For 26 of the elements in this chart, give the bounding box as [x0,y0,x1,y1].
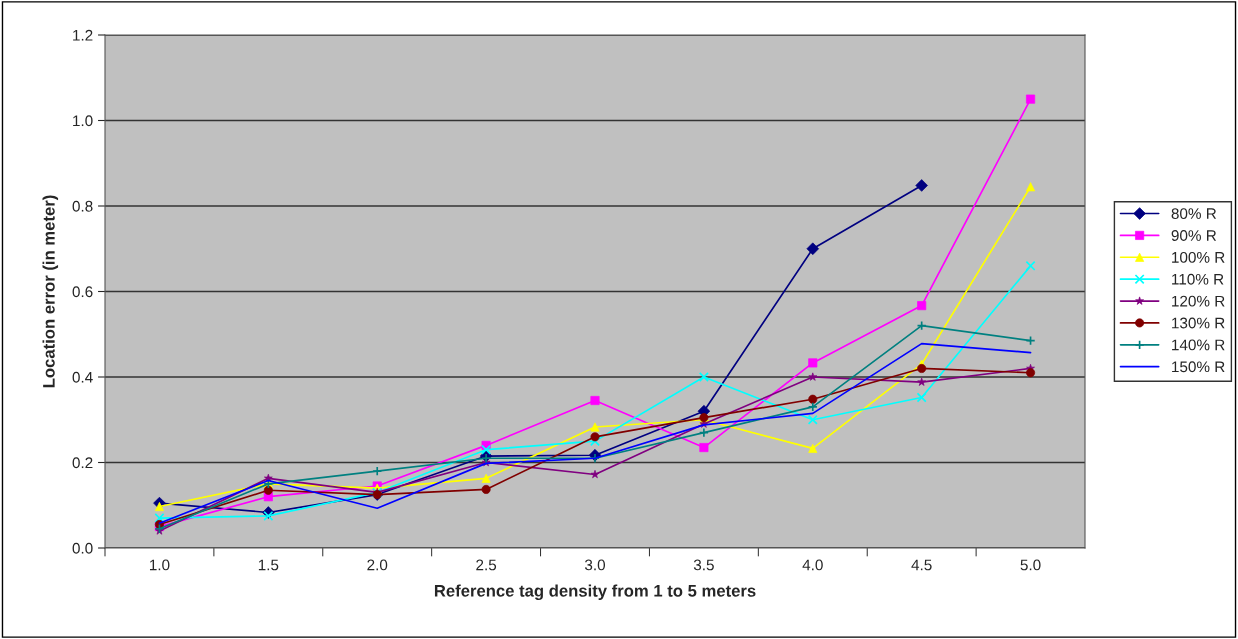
y-tick-label: 0.6 [72,286,93,298]
legend-label: 100% R [1172,251,1225,263]
x-tick-label: 2.0 [367,559,388,571]
y-tick-label: 1.2 [73,29,93,41]
y-tick-label: 1.0 [73,115,93,127]
x-tick-label: 3.5 [693,559,714,571]
x-tick-label: 1.5 [258,559,279,571]
legend-label: 90% R [1171,230,1217,241]
y-tick-label: 0.8 [72,200,93,212]
x-axis-title: Reference tag density from 1 to 5 meters [434,584,756,601]
y-tick-label: 0.4 [72,371,93,383]
x-tick-label: 4.5 [911,559,932,571]
legend-label: 150% R [1172,361,1225,373]
x-tick-label: 1.0 [149,559,170,571]
y-axis-title: Location error (in meter) [42,195,59,388]
x-tick-label: 3.0 [584,559,606,571]
legend-label: 110% R [1172,273,1224,285]
legend-label: 120% R [1172,295,1225,307]
legend-label: 80% R [1171,208,1217,220]
legend-label: 130% R [1172,317,1225,329]
legend-label: 140% R [1172,339,1225,351]
x-tick-label: 2.5 [476,559,497,571]
y-tick-label: 0.2 [72,457,93,469]
x-tick-label: 5.0 [1020,559,1041,571]
x-tick-label: 4.0 [802,559,823,571]
y-tick-label: 0.0 [72,542,93,554]
